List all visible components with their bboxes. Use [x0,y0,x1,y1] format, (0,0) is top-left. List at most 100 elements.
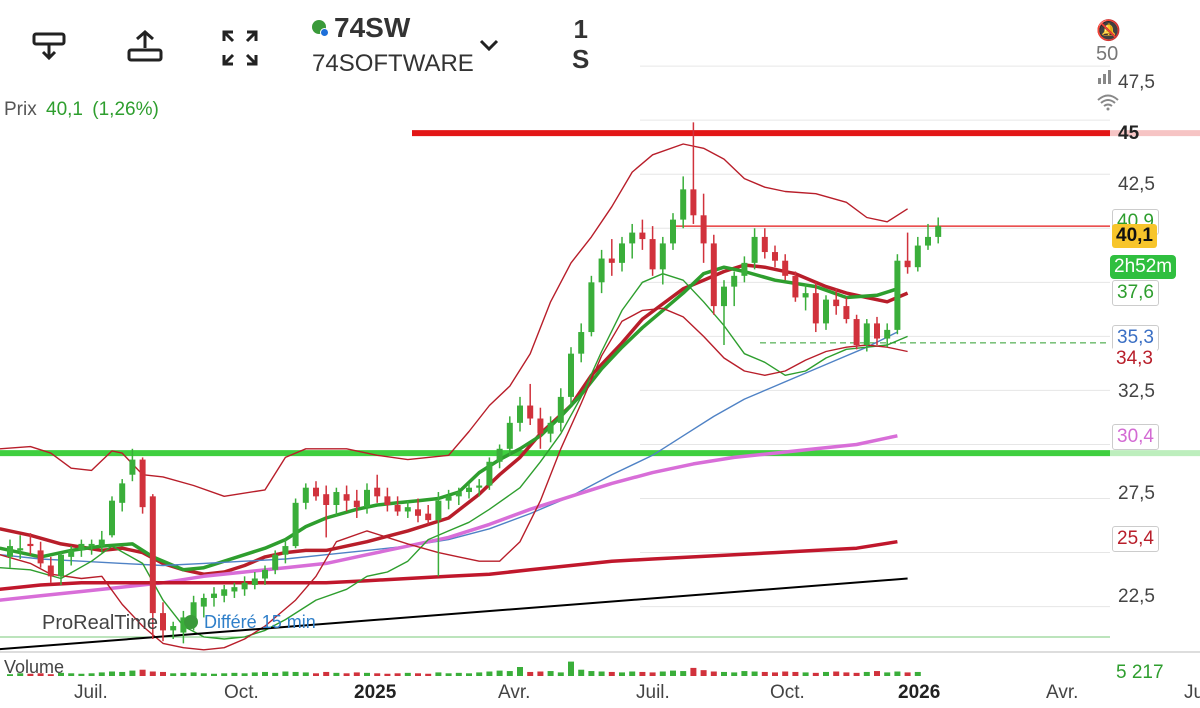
volume-bar [180,672,187,676]
value-label: 34,3 [1112,347,1157,371]
candle [904,260,911,268]
volume-bar [394,673,401,676]
candle [486,461,493,486]
candle [925,236,931,246]
candle [282,546,289,555]
volume-bar [211,673,217,676]
symbol-name: 74SOFTWARE [312,50,474,77]
candle [37,550,44,564]
volume-bars [7,661,921,676]
candle [466,487,472,493]
candle [343,494,350,501]
volume-bar [384,673,391,676]
candle [670,219,676,244]
volume-bar [914,671,921,676]
value-label: 37,6 [1112,280,1159,306]
candle [353,500,360,508]
volume-bar [190,672,197,676]
chevron-down-icon[interactable] [476,32,502,58]
volume-bar [170,673,177,676]
candle [557,396,564,423]
y-tick: 27,5 [1118,483,1155,504]
period-selector[interactable]: 1 S [572,14,589,74]
indicator-line [0,307,908,651]
candle [721,286,727,307]
volume-label: Volume [4,657,65,677]
value-label: 25,4 [1112,526,1159,552]
candle [772,252,778,261]
volume-bar [160,671,166,676]
x-tick: Oct. [770,682,805,703]
candle [17,548,24,551]
candle [680,189,687,220]
candle [874,323,880,339]
volume-bar [537,671,544,676]
symbol-title[interactable]: 74SW [312,12,410,44]
fullscreen-icon[interactable] [220,28,260,68]
candle [384,496,391,505]
volume-bar [109,671,115,676]
volume-bar [313,673,319,676]
candle [404,507,411,512]
candle [445,496,452,501]
candle [537,418,544,434]
candle [211,593,217,598]
candle [200,597,207,607]
y-tick: 32,5 [1118,381,1155,402]
indicator-line [0,143,908,497]
candle [517,405,523,423]
candle [27,543,34,547]
volume-bar [231,672,238,676]
volume-bar [78,673,85,676]
delay-status-icon [184,615,198,629]
volume-bar [476,672,483,676]
candle [251,578,258,585]
volume-bar [251,672,258,676]
volume-bar [47,674,54,676]
volume-bar [568,661,574,676]
volume-bar [292,671,299,676]
volume-bar [782,671,789,676]
volume-bar [37,673,44,676]
toolbar: 74SW 74SOFTWARE 1 S 🔕50 [0,0,1121,111]
volume-bar [27,673,34,676]
candle [578,332,585,354]
volume-bar [425,673,432,676]
volume-bar [608,671,615,676]
volume-bar [415,673,421,676]
candle [129,459,136,475]
candle [160,613,166,631]
share-icon[interactable] [125,28,165,68]
candles [7,122,942,644]
x-tick: Avr. [1046,682,1079,703]
volume-bar [68,673,75,676]
volume-bar [302,672,309,676]
volume-bar [792,671,799,676]
volume-bar [823,671,829,676]
volume-bar [374,673,381,676]
volume-bar [578,669,585,676]
volume-bar [343,673,350,676]
candle [568,353,574,397]
candle [588,282,595,333]
volume-bar [272,672,279,676]
symbol-code: 74SW [334,12,411,43]
candle [476,485,483,488]
drawing-tool-icon[interactable] [30,28,70,68]
volume-bar [772,672,778,676]
candle [149,496,156,614]
volume-bar [455,672,462,676]
candle [170,626,177,631]
delay-text: Différé 15 min [204,612,316,632]
value-label: 30,4 [1112,424,1159,450]
volume-bar [619,672,625,676]
volume-bar [119,671,126,676]
provider-name: ProRealTime [42,612,158,634]
volume-bar [262,671,268,676]
candle [629,232,636,244]
volume-bar [741,671,748,676]
volume-bar [466,673,472,676]
candle [710,243,717,307]
volume-bar [863,671,870,676]
